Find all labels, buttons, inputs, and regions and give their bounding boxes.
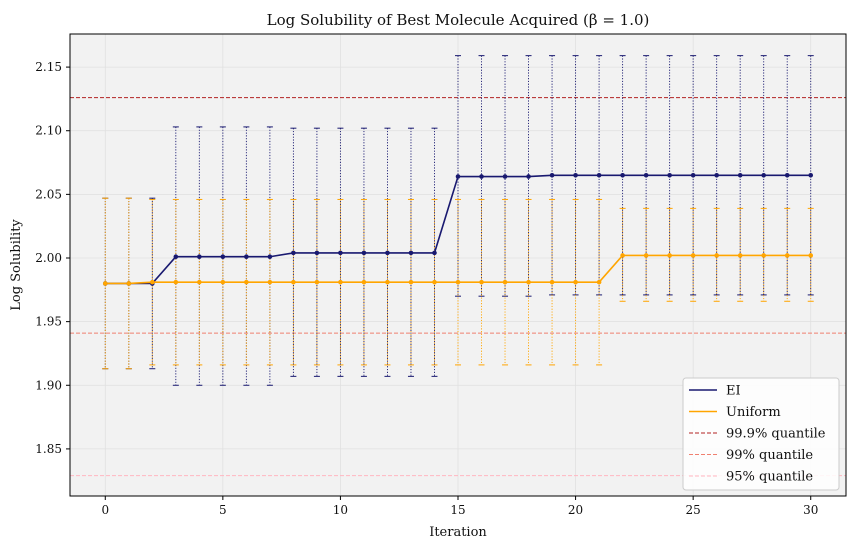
y-tick-label: 1.90 [35,378,62,392]
data-point [197,279,202,285]
data-point [784,172,790,178]
data-point [526,279,531,285]
legend-label: 99% quantile [726,448,813,463]
data-point [690,172,696,178]
data-point [173,254,179,260]
data-point [573,279,578,285]
data-point [361,279,367,285]
data-point [596,279,602,285]
data-point [714,172,719,178]
data-point [197,254,202,260]
data-point [573,172,578,178]
data-point [244,254,249,260]
data-point [126,281,132,286]
legend: EI Uniform 99.9% quantile 99% quantile 95% q… [682,377,840,491]
data-point [338,250,343,256]
legend-label: 95% quantile [726,470,813,485]
data-point [479,279,484,285]
data-point [549,279,555,285]
x-tick-label: 0 [101,503,109,517]
legend-label: Uniform [726,405,781,420]
legend-label: EI [726,384,741,399]
reference-lines [70,97,846,477]
data-point [549,172,555,178]
data-point [291,250,296,256]
data-point [502,279,508,285]
data-point [385,250,390,256]
data-point [643,253,649,258]
data-point [408,250,414,256]
data-point [808,253,814,258]
data-point [150,279,155,285]
data-point [455,174,461,179]
x-tick-label: 30 [803,503,818,517]
data-point [102,281,108,286]
data-point [526,174,531,179]
data-point [620,253,625,258]
data-point [479,174,484,179]
data-point [455,279,461,285]
chart-title: Log Solubility of Best Molecule Acquired… [267,11,650,29]
data-point [667,172,672,178]
x-tick-label: 25 [686,503,701,517]
legend-box [682,377,840,491]
data-point [502,174,508,179]
data-point [267,279,273,285]
data-point [432,279,437,285]
data-point [761,253,766,258]
data-point [314,250,320,256]
y-axis-label: Log Solubility [9,219,24,311]
data-point [291,279,296,285]
x-tick-label: 10 [333,503,348,517]
data-point [220,279,226,285]
x-tick-label: 20 [568,503,583,517]
legend-label: 99.9% quantile [726,427,826,442]
data-point [244,279,249,285]
y-axis-ticks: 1.85 1.90 1.95 2.00 2.05 2.10 2.15 [35,60,70,456]
data-point [643,172,649,178]
data-point [808,172,814,178]
y-tick-label: 1.95 [35,315,62,329]
data-point [385,279,390,285]
y-tick-label: 2.15 [35,60,62,74]
data-point [314,279,320,285]
data-point [596,172,602,178]
data-point [620,172,625,178]
data-point [714,253,719,258]
data-point [784,253,790,258]
x-axis-ticks: 0 5 10 15 20 25 30 [101,496,818,517]
data-point [432,250,437,256]
x-axis-label: Iteration [429,525,487,540]
data-point [690,253,696,258]
data-point [667,253,672,258]
data-point [338,279,343,285]
y-tick-label: 2.00 [35,251,62,265]
data-point [361,250,367,256]
series-points [102,172,814,286]
data-point [173,279,179,285]
x-tick-label: 5 [219,503,227,517]
y-tick-label: 2.10 [35,124,62,138]
data-point [737,253,743,258]
y-tick-label: 1.85 [35,442,62,456]
y-tick-label: 2.05 [35,187,62,201]
x-tick-label: 15 [450,503,465,517]
data-point [737,172,743,178]
data-point [408,279,414,285]
data-point [267,254,273,260]
data-point [761,172,766,178]
data-point [220,254,226,260]
